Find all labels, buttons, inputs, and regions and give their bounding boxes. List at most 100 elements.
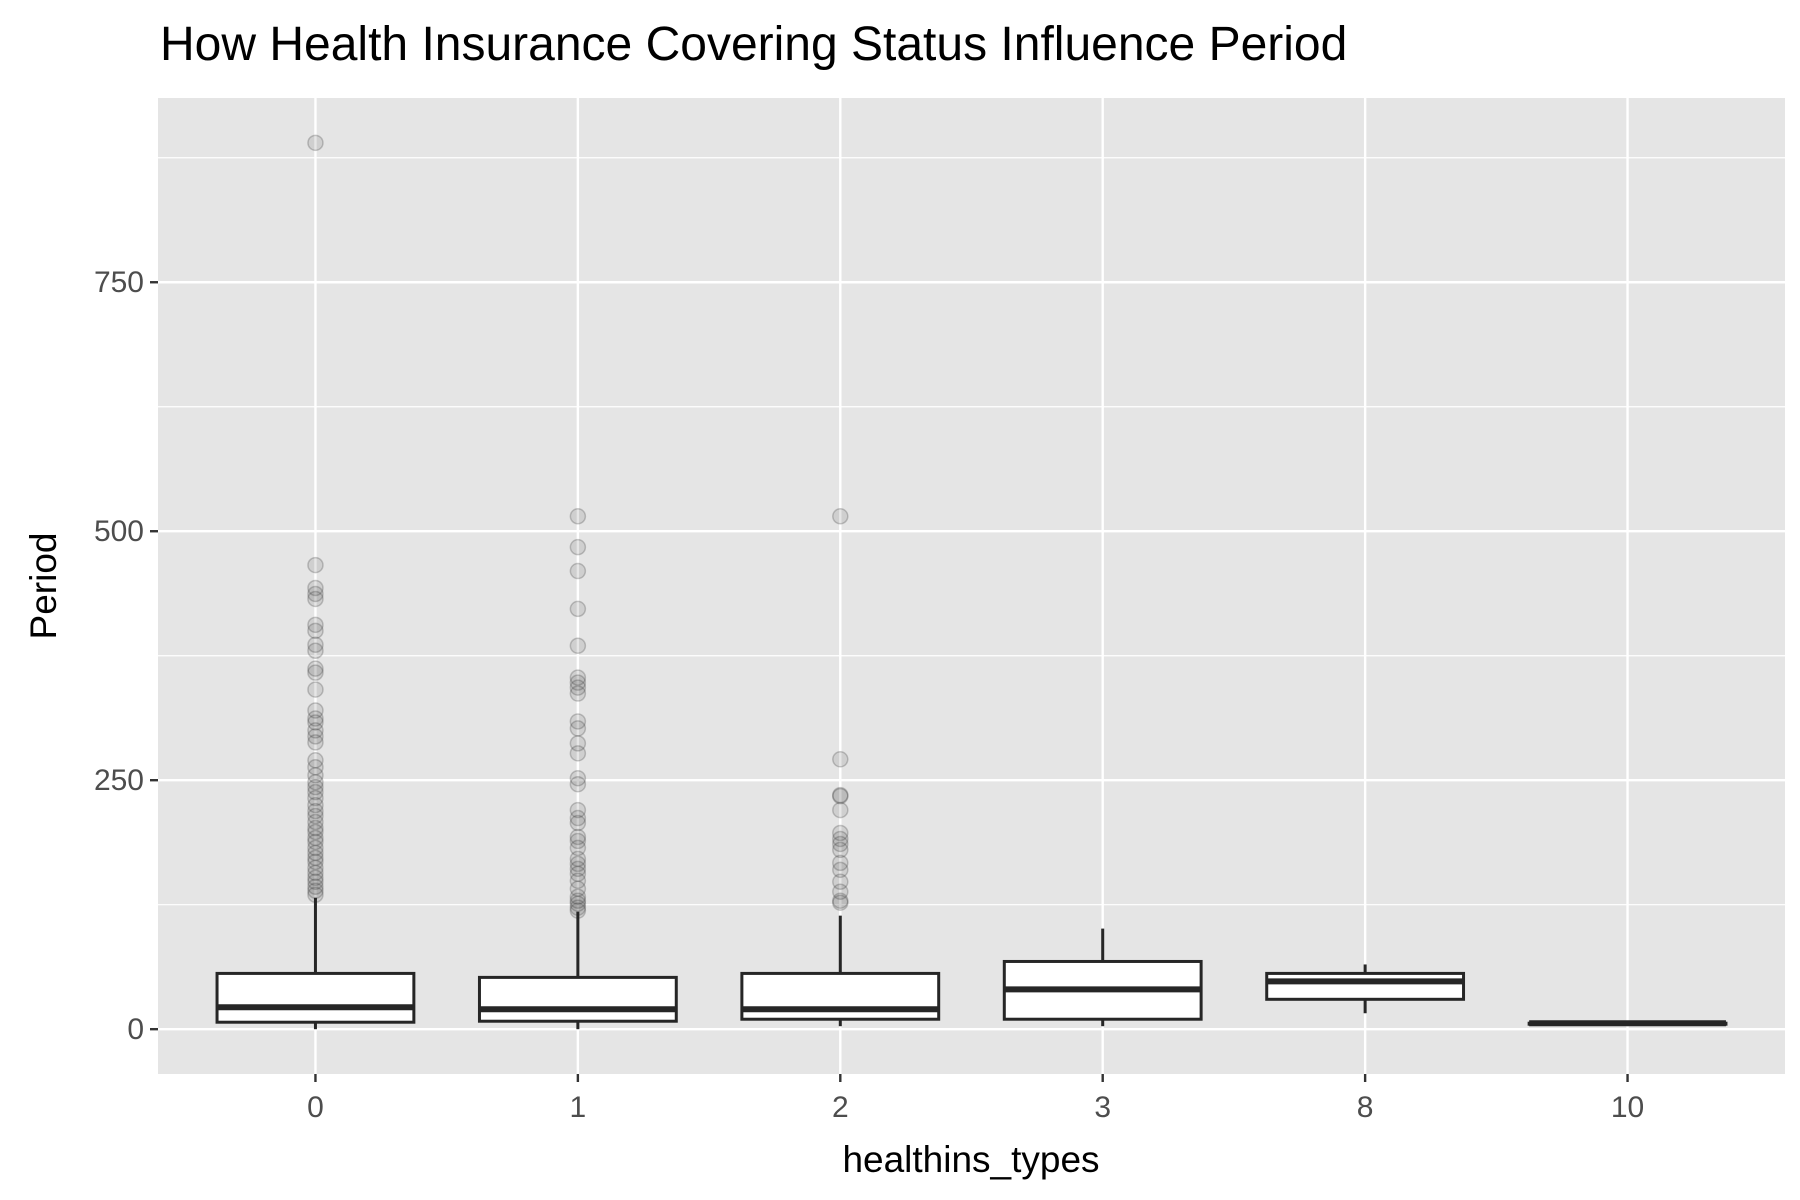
outlier-point [569, 865, 587, 883]
outlier-point [307, 585, 324, 603]
outlier-point [832, 854, 849, 872]
outlier-point [569, 745, 587, 762]
outlier-point [569, 685, 587, 702]
outlier-point [569, 880, 587, 898]
box-iqr [1265, 971, 1466, 1001]
outlier-point [307, 813, 324, 831]
outlier-point [307, 636, 324, 654]
outlier-point [569, 828, 587, 846]
outlier-point [832, 861, 849, 879]
box-1 [477, 911, 678, 1030]
y-tick-label: 500 [94, 515, 144, 548]
x-tick-label: 1 [570, 1091, 587, 1124]
outlier-point [307, 819, 324, 837]
outlier-point [307, 660, 324, 677]
outlier-point [307, 802, 324, 820]
outlier-point [307, 134, 324, 152]
y-tick-label: 0 [127, 1013, 144, 1046]
outlier-point [307, 778, 324, 796]
outlier-point [307, 664, 324, 681]
y-axis-title: Period [23, 533, 64, 640]
box-iqr [215, 971, 416, 1024]
outlier-point [307, 773, 324, 791]
box-iqr [740, 971, 941, 1021]
outlier-point [569, 892, 587, 909]
outlier-point [307, 807, 324, 825]
x-axis: 0 1 2 3 8 10 [307, 1074, 1644, 1124]
outlier-point [569, 895, 587, 912]
outlier-point [307, 681, 324, 698]
outlier-point [569, 801, 587, 819]
outlier-point [832, 508, 849, 525]
outlier-point [307, 853, 324, 871]
outlier-point [569, 872, 587, 890]
outlier-point [832, 894, 849, 911]
outlier-point [307, 873, 324, 891]
outlier-point [307, 759, 324, 776]
outlier-point [307, 823, 324, 841]
outlier-point [307, 766, 324, 784]
outlier-point [307, 796, 324, 814]
outlier-point [569, 769, 587, 787]
outlier-point [569, 888, 587, 905]
outlier-point [569, 562, 587, 580]
box-2 [740, 915, 941, 1027]
outlier-point [569, 832, 587, 850]
y-axis: 0 250 500 750 [94, 266, 158, 1046]
outlier-point [307, 556, 324, 574]
outlier-point [307, 833, 324, 851]
outlier-point [307, 839, 324, 857]
outlier-point [569, 775, 587, 793]
outlier-point [832, 830, 849, 848]
outlier-point [307, 789, 324, 807]
outlier-point [569, 538, 587, 556]
box-3 [1002, 928, 1203, 1027]
outlier-point [307, 722, 324, 739]
outlier-point [307, 752, 324, 769]
outlier-point [569, 674, 587, 691]
x-tick-label: 3 [1094, 1091, 1111, 1124]
outlier-point [307, 616, 324, 634]
outlier-point [832, 835, 849, 853]
x-axis-title: healthins_types [842, 1139, 1099, 1180]
outlier-point [307, 829, 324, 847]
outlier-point [832, 751, 849, 768]
outlier-point [307, 710, 324, 727]
outlier-point [569, 679, 587, 696]
box-iqr [477, 975, 678, 1023]
box-8 [1265, 964, 1466, 1014]
outlier-point [307, 864, 324, 882]
outlier-point [569, 855, 587, 873]
minor-gridlines [158, 157, 1785, 906]
box-0 [215, 897, 416, 1030]
outlier-point [307, 622, 324, 640]
outlier-point [307, 728, 324, 745]
outlier-point [307, 642, 324, 659]
outlier-point [569, 850, 587, 868]
x-tick-label: 2 [832, 1091, 849, 1124]
x-tick-label: 10 [1611, 1091, 1644, 1124]
outlier-point [569, 508, 587, 525]
outlier-point [307, 702, 324, 719]
outlier-point [307, 869, 324, 887]
outlier-point [569, 735, 587, 752]
outlier-point [307, 714, 324, 731]
outlier-point [832, 786, 849, 804]
box-group [215, 897, 1728, 1030]
plot-panel [158, 98, 1785, 1074]
outlier-point [569, 669, 587, 686]
outlier-point [307, 734, 324, 751]
outlier-point [832, 824, 849, 842]
x-tick-label: 8 [1357, 1091, 1374, 1124]
outlier-point [832, 873, 849, 891]
outlier-point [307, 878, 324, 896]
outlier-point [569, 809, 587, 827]
outlier-point [569, 713, 587, 730]
box-10 [1527, 1020, 1728, 1027]
chart-title: How Health Insurance Covering Status Inf… [160, 18, 1347, 71]
outlier-point [307, 859, 324, 877]
outlier-point [832, 801, 849, 819]
outlier-point [832, 787, 849, 805]
outlier-point [832, 883, 849, 900]
